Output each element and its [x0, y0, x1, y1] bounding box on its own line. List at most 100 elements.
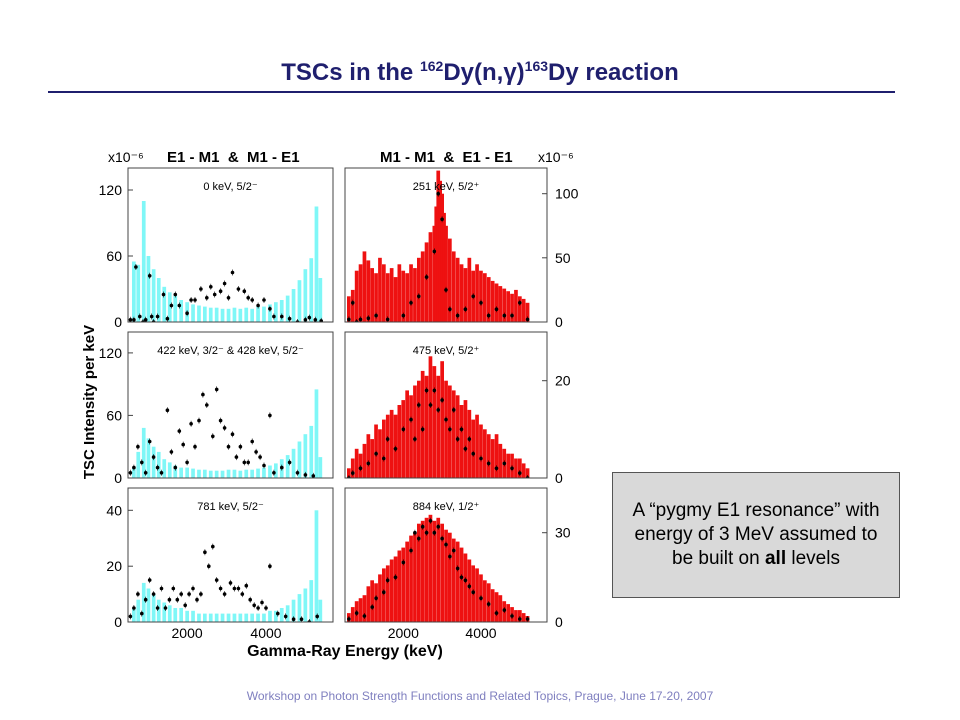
- data-point-p12-23: [463, 578, 468, 583]
- data-point-p01-33: [262, 463, 266, 468]
- data-point-p00-26: [236, 287, 241, 291]
- data-point-p00-11: [165, 316, 170, 321]
- data-point-p01-31: [254, 450, 258, 454]
- spectrum-bar-p00-4: [151, 269, 156, 322]
- spectrum-bar-p10-34: [467, 257, 472, 322]
- data-point-p00-32: [268, 307, 272, 311]
- spectrum-bar-p10-39: [486, 277, 491, 322]
- spectrum-bar-p02-14: [208, 613, 213, 622]
- spectrum-bar-p01-30: [303, 434, 308, 478]
- data-point-p12-8: [401, 560, 406, 565]
- data-point-p00-33: [272, 314, 276, 319]
- spectrum-bar-p02-0: [132, 608, 136, 622]
- spectrum-bar-p10-46: [514, 289, 518, 322]
- data-point-p00-18: [199, 287, 203, 291]
- data-point-p02-33: [260, 600, 264, 605]
- data-point-p11-19: [448, 427, 452, 432]
- data-point-p02-21: [211, 544, 215, 549]
- data-point-p01-26: [234, 455, 239, 459]
- data-point-p11-27: [486, 461, 491, 466]
- spectrum-bar-p11-38: [494, 434, 499, 478]
- data-point-p01-24: [226, 444, 231, 449]
- data-point-p11-17: [440, 398, 444, 402]
- data-point-p01-17: [197, 418, 201, 423]
- data-point-p02-19: [203, 550, 207, 554]
- panel-plot-area-p12: [347, 514, 530, 622]
- spectrum-bar-p01-28: [291, 448, 296, 478]
- data-point-p12-10: [413, 530, 417, 535]
- data-point-p12-30: [510, 614, 514, 618]
- data-point-p11-25: [471, 451, 476, 456]
- spectrum-bar-p00-18: [232, 307, 237, 322]
- data-point-p01-23: [222, 426, 227, 430]
- spectrum-bar-p02-17: [226, 613, 231, 622]
- panel-label-p00: 0 keV, 5/2⁻: [203, 181, 258, 193]
- spectrum-bar-p00-0: [132, 261, 136, 322]
- data-point-p11-9: [409, 417, 413, 422]
- x-tick-label-p02-1: 4000: [250, 625, 281, 641]
- spectrum-bar-p12-45: [521, 613, 526, 622]
- data-point-p10-14: [444, 288, 448, 292]
- spectrum-bar-p02-24: [268, 610, 272, 622]
- spectrum-bar-p11-31: [467, 409, 472, 478]
- spectrum-bar-p10-6: [370, 268, 374, 322]
- data-point-p10-5: [374, 313, 378, 318]
- y-tick-label-p11-1: 20: [555, 373, 571, 389]
- spectrum-bar-p00-15: [214, 307, 219, 322]
- data-point-p10-20: [486, 313, 491, 318]
- spectrum-bar-p11-39: [498, 443, 503, 478]
- data-point-p11-5: [382, 456, 386, 461]
- spectrum-bar-p11-25: [444, 380, 448, 478]
- spectrum-bar-p12-41: [506, 604, 510, 622]
- spectrum-bar-p11-24: [440, 361, 444, 478]
- spectrum-bar-p01-33: [318, 457, 323, 478]
- data-point-p00-35: [287, 316, 292, 321]
- data-point-p12-28: [494, 611, 499, 615]
- spectrum-bar-p12-11: [389, 559, 394, 622]
- spectrum-bar-p11-9: [382, 419, 386, 478]
- data-point-p01-12: [177, 429, 182, 433]
- spectrum-bar-p01-24: [268, 465, 272, 478]
- spectrum-bar-p10-43: [502, 288, 507, 322]
- spectrum-bar-p12-1: [350, 607, 355, 622]
- note-text: A “pygmy E1 resonance” with energy of 3 …: [623, 499, 889, 571]
- panel-plot-area-p10: [347, 170, 530, 322]
- data-point-p01-32: [258, 455, 262, 459]
- data-point-p00-25: [230, 270, 235, 275]
- panel-label-p01: 422 keV, 3/2⁻ & 428 keV, 5/2⁻: [157, 345, 304, 357]
- data-point-p00-14: [177, 303, 182, 308]
- data-point-p12-27: [486, 602, 491, 606]
- spectrum-bar-p12-39: [498, 595, 503, 622]
- panel-label-p02: 781 keV, 5/2⁻: [197, 501, 264, 513]
- slide-title: TSCs in the 162Dy(n,γ)163Dy reaction: [0, 58, 960, 87]
- spectrum-bar-p10-33: [463, 268, 468, 322]
- spectrum-bar-p01-10: [185, 467, 189, 478]
- data-point-p11-21: [455, 437, 460, 441]
- data-point-p10-6: [385, 317, 390, 322]
- spectrum-bar-p02-23: [262, 613, 266, 622]
- spectrum-bar-p10-44: [506, 291, 510, 322]
- data-point-p02-12: [175, 597, 180, 602]
- data-point-p02-4: [143, 597, 148, 602]
- spectrum-bar-p11-23: [436, 375, 441, 478]
- spectrum-bar-p11-13: [397, 405, 402, 478]
- spectrum-bar-p12-31: [467, 559, 472, 622]
- spectrum-bar-p01-25: [274, 463, 278, 478]
- panel-plot-area-p02: [128, 510, 323, 622]
- data-point-p00-20: [209, 285, 213, 289]
- data-point-p01-11: [173, 465, 178, 470]
- data-point-p12-22: [459, 575, 464, 580]
- spectrum-bar-p10-28: [444, 225, 448, 322]
- data-point-p12-18: [444, 542, 448, 547]
- spectrum-bar-p11-0: [347, 468, 351, 478]
- spectrum-bar-p01-22: [256, 468, 260, 478]
- x-tick-label-p12-1: 4000: [465, 625, 496, 641]
- spectrum-bar-p02-15: [214, 613, 219, 622]
- data-point-p10-19: [479, 301, 483, 305]
- data-point-p11-28: [494, 466, 499, 471]
- spectrum-bar-p02-5: [156, 599, 161, 622]
- spectrum-bar-p10-31: [455, 257, 460, 322]
- data-point-p12-11: [417, 536, 421, 541]
- spectrum-bar-p02-13: [203, 613, 207, 622]
- spectrum-bar-p00-28: [291, 289, 296, 322]
